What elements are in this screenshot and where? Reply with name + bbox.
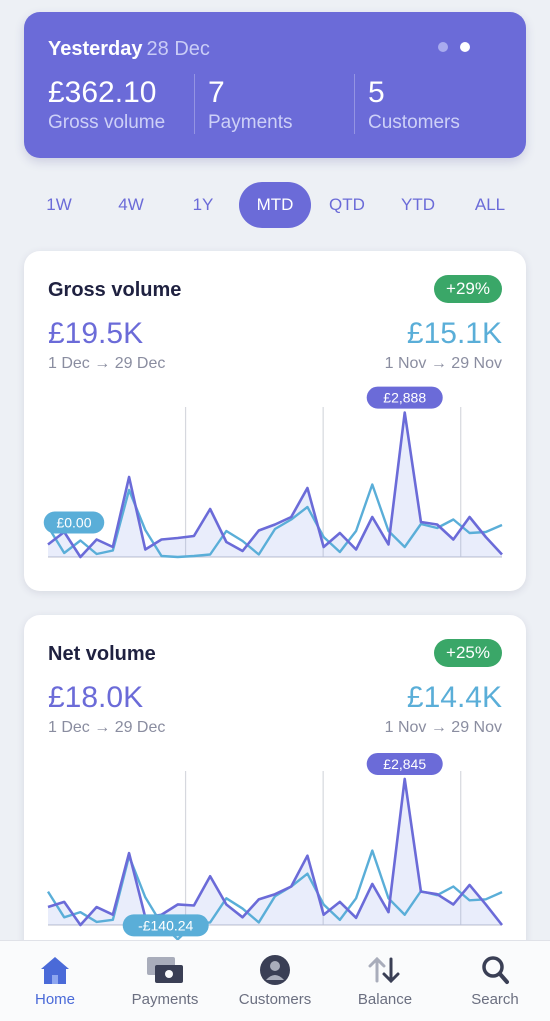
current-value: £18.0K [48,681,144,714]
nav-label: Payments [131,991,199,1008]
bottom-nav: Home Payments Customers Balance Search [0,940,550,1021]
gross-volume-card[interactable]: Gross volume +29% £19.5K £15.1K 1 Dec → … [24,251,526,591]
nav-label: Search [471,991,519,1008]
net-volume-card[interactable]: Net volume +25% £18.0K £14.4K 1 Dec → 29… [24,615,526,975]
page-dot-active [460,42,470,52]
change-badge: +29% [434,275,502,303]
min-label: £0.00 [43,511,105,534]
previous-range: 1 Nov → 29 Nov [384,355,502,372]
nav-payments[interactable]: Payments [110,953,220,1008]
tab-all[interactable]: ALL [474,195,506,214]
svg-text:£0.00: £0.00 [56,515,91,531]
summary-card[interactable]: Yesterday 28 Dec £362.10 Gross volume 7 P… [24,12,526,158]
previous-series-line [46,483,503,559]
stat-payments: 7 Payments [208,76,292,134]
change-badge: +25% [434,639,502,667]
current-series-line [47,777,504,927]
current-series-line [47,411,503,559]
nav-label: Customers [238,991,312,1008]
nav-home[interactable]: Home [0,953,110,1008]
home-icon [41,957,69,984]
stat-value: 7 [208,76,225,109]
svg-text:£2,845: £2,845 [383,756,426,772]
nav-balance[interactable]: Balance [330,953,440,1008]
search-icon [482,956,509,984]
tab-mtd[interactable]: MTD [239,182,311,228]
page-indicator [438,42,470,52]
gross-volume-chart[interactable]: £2,888 £0.00 [24,371,526,571]
svg-text:-£140.24: -£140.24 [138,917,193,933]
tab-ytd[interactable]: YTD [401,195,435,214]
net-volume-chart[interactable]: £2,845 -£140.24 [24,735,526,955]
card-title: Net volume [48,643,156,665]
stat-customers: 5 Customers [368,76,460,134]
customers-icon [260,955,290,985]
divider [354,74,355,134]
stat-gross-volume: £362.10 Gross volume [48,76,165,134]
current-range: 1 Dec → 29 Dec [48,355,166,372]
page-dot [438,42,448,52]
range-tabs: 1W 4W 1Y MTD QTD YTD ALL [24,182,526,228]
summary-day: Yesterday 28 Dec [48,38,210,60]
tab-qtd[interactable]: QTD [329,195,365,214]
payments-icon [147,957,183,983]
stat-label: Gross volume [48,112,166,133]
previous-value: £14.4K [406,681,502,714]
max-label: £2,888 [366,386,443,409]
tab-1w[interactable]: 1W [46,195,72,214]
balance-icon [368,956,400,984]
max-label: £2,845 [366,752,443,775]
card-title: Gross volume [48,279,182,301]
previous-range: 1 Nov → 29 Nov [384,719,502,736]
tab-4w[interactable]: 4W [118,195,144,214]
stat-label: Payments [208,112,293,133]
nav-customers[interactable]: Customers [220,953,330,1008]
previous-value: £15.1K [406,317,502,350]
current-range: 1 Dec → 29 Dec [48,719,166,736]
nav-label: Home [34,991,75,1008]
stat-label: Customers [368,112,460,133]
stat-value: 5 [368,76,385,109]
nav-search[interactable]: Search [440,953,550,1008]
svg-text:£2,888: £2,888 [383,390,426,406]
divider [194,74,195,134]
summary-date: 28 Dec [146,38,210,60]
current-value: £19.5K [48,317,144,350]
tab-1y[interactable]: 1Y [192,195,214,214]
stat-value: £362.10 [48,76,157,109]
min-label: -£140.24 [122,914,209,937]
nav-label: Balance [357,991,413,1008]
